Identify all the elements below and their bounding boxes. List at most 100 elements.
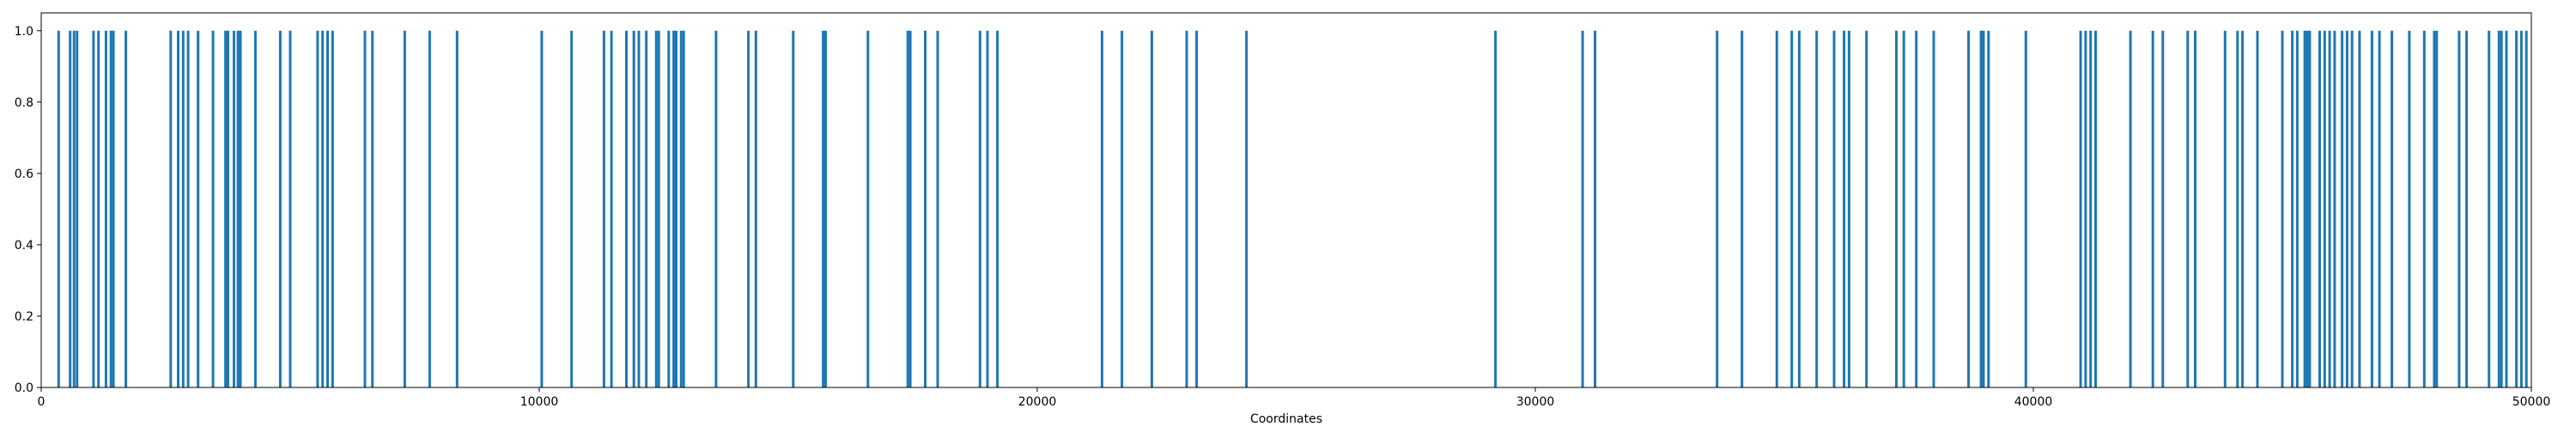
bar <box>1987 30 1990 387</box>
bar <box>792 30 795 387</box>
bar <box>2323 30 2326 387</box>
bar <box>1195 30 1199 387</box>
bar <box>667 30 671 387</box>
bar <box>224 30 228 387</box>
y-tick-label: 0.2 <box>15 310 33 324</box>
x-tick-label: 20000 <box>1018 395 1057 409</box>
bar <box>2024 30 2027 387</box>
bar <box>2465 30 2469 387</box>
bar <box>682 30 685 387</box>
bar <box>2079 30 2082 387</box>
bar <box>2281 30 2284 387</box>
bar <box>654 30 658 387</box>
bar <box>2350 30 2354 387</box>
bar <box>2497 30 2500 387</box>
bar <box>1967 30 1971 387</box>
bar <box>278 30 282 387</box>
bar <box>239 30 242 387</box>
bar <box>714 30 718 387</box>
bar <box>2308 30 2312 387</box>
bar <box>125 30 128 387</box>
y-tick-label: 1.0 <box>15 25 33 39</box>
x-axis-label: Coordinates <box>1250 412 1322 426</box>
bar <box>936 30 939 387</box>
bar <box>906 30 909 387</box>
bar <box>289 30 292 387</box>
bar <box>1716 30 1719 387</box>
bar <box>2378 30 2381 387</box>
bar <box>97 30 100 387</box>
bars-layer <box>57 30 2528 387</box>
bar <box>2161 30 2165 387</box>
bar <box>602 30 605 387</box>
bar <box>2303 30 2306 387</box>
bar <box>747 30 750 387</box>
bar <box>637 30 641 387</box>
bar <box>2291 30 2294 387</box>
bar <box>2370 30 2373 387</box>
bar <box>2236 30 2239 387</box>
bar <box>1979 30 1983 387</box>
bar <box>632 30 635 387</box>
x-tick-label: 50000 <box>2512 395 2551 409</box>
bar <box>76 30 79 387</box>
bar <box>181 30 185 387</box>
bar <box>2488 30 2491 387</box>
x-tick-label: 40000 <box>2014 395 2053 409</box>
bar <box>2151 30 2154 387</box>
bar <box>2433 30 2436 387</box>
x-axis: 0 10000 20000 30000 40000 50000 <box>38 387 2551 409</box>
bar <box>2295 30 2299 387</box>
bar <box>2500 30 2503 387</box>
bar <box>331 30 334 387</box>
bar <box>69 30 72 387</box>
x-tick-label: 10000 <box>520 395 559 409</box>
bar <box>2341 30 2344 387</box>
bar <box>363 30 367 387</box>
bar <box>1865 30 1868 387</box>
bar <box>2524 30 2528 387</box>
bar <box>1815 30 1819 387</box>
bar <box>866 30 870 387</box>
bar <box>645 30 648 387</box>
bar <box>2519 30 2523 387</box>
bar <box>1775 30 1778 387</box>
bar <box>679 30 683 387</box>
bar <box>2084 30 2087 387</box>
bar <box>253 30 257 387</box>
plot-frame <box>40 12 2532 388</box>
bar <box>2345 30 2348 387</box>
bar <box>2391 30 2394 387</box>
bar <box>403 30 406 387</box>
bar <box>754 30 757 387</box>
bar <box>2515 30 2518 387</box>
bar <box>371 30 374 387</box>
bar <box>1581 30 1584 387</box>
bar <box>326 30 329 387</box>
bar <box>455 30 459 387</box>
bar <box>2129 30 2132 387</box>
bar <box>2094 30 2097 387</box>
bar <box>232 30 235 387</box>
bar <box>186 30 190 387</box>
bar <box>1150 30 1153 387</box>
bar <box>1982 30 1985 387</box>
bar <box>2408 30 2411 387</box>
bar <box>1594 30 1597 387</box>
bar <box>169 30 173 387</box>
bar <box>428 30 431 387</box>
bar <box>2422 30 2426 387</box>
bar <box>996 30 999 387</box>
y-tick-label: 0.8 <box>15 96 33 110</box>
bar <box>2241 30 2245 387</box>
bar <box>908 30 912 387</box>
bar <box>1100 30 1103 387</box>
bar <box>540 30 544 387</box>
bar <box>197 30 200 387</box>
bar <box>1741 30 1744 387</box>
bar <box>211 30 215 387</box>
bar <box>1915 30 1918 387</box>
bar <box>1185 30 1188 387</box>
